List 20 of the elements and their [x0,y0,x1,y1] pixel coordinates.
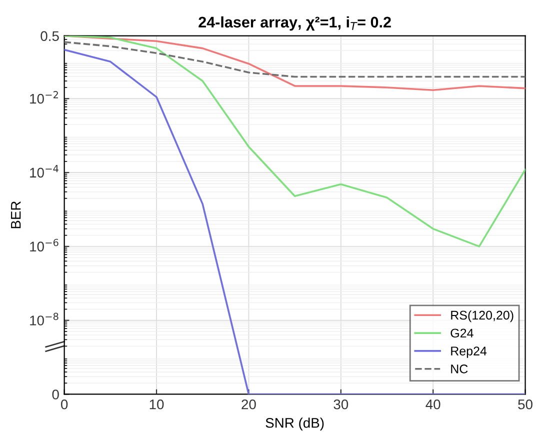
x-tick-label: 30 [334,399,348,410]
y-tick-label: 0.5 [40,31,59,42]
x-tick-label: 0 [61,399,68,410]
x-axis-title: SNR (dB) [266,418,324,431]
legend-label: NC [451,364,468,374]
x-tick-label: 50 [518,399,532,410]
x-tick-label: 10 [150,399,164,410]
y-tick-label: 10$^{−6}$ [30,238,58,252]
legend-label: G24 [450,328,474,338]
y-tick-label: 0 [52,390,59,400]
y-tick-label: 10$^{−2}$ [30,91,58,104]
y-tick-label: 10$^{−4}$ [30,165,58,178]
y-axis-title: BER [11,201,21,228]
y-tick-label: 10$^{−8}$ [30,312,58,326]
x-tick-label: 40 [426,399,440,410]
line-series [64,41,526,78]
legend-label: RS(120,20) [451,310,514,322]
chart-title: 24-laser array, χ²=1, i$_{T}$= 0.2 [198,16,391,31]
legend-label: Rep24 [451,346,487,358]
x-tick-label: 20 [242,399,256,410]
